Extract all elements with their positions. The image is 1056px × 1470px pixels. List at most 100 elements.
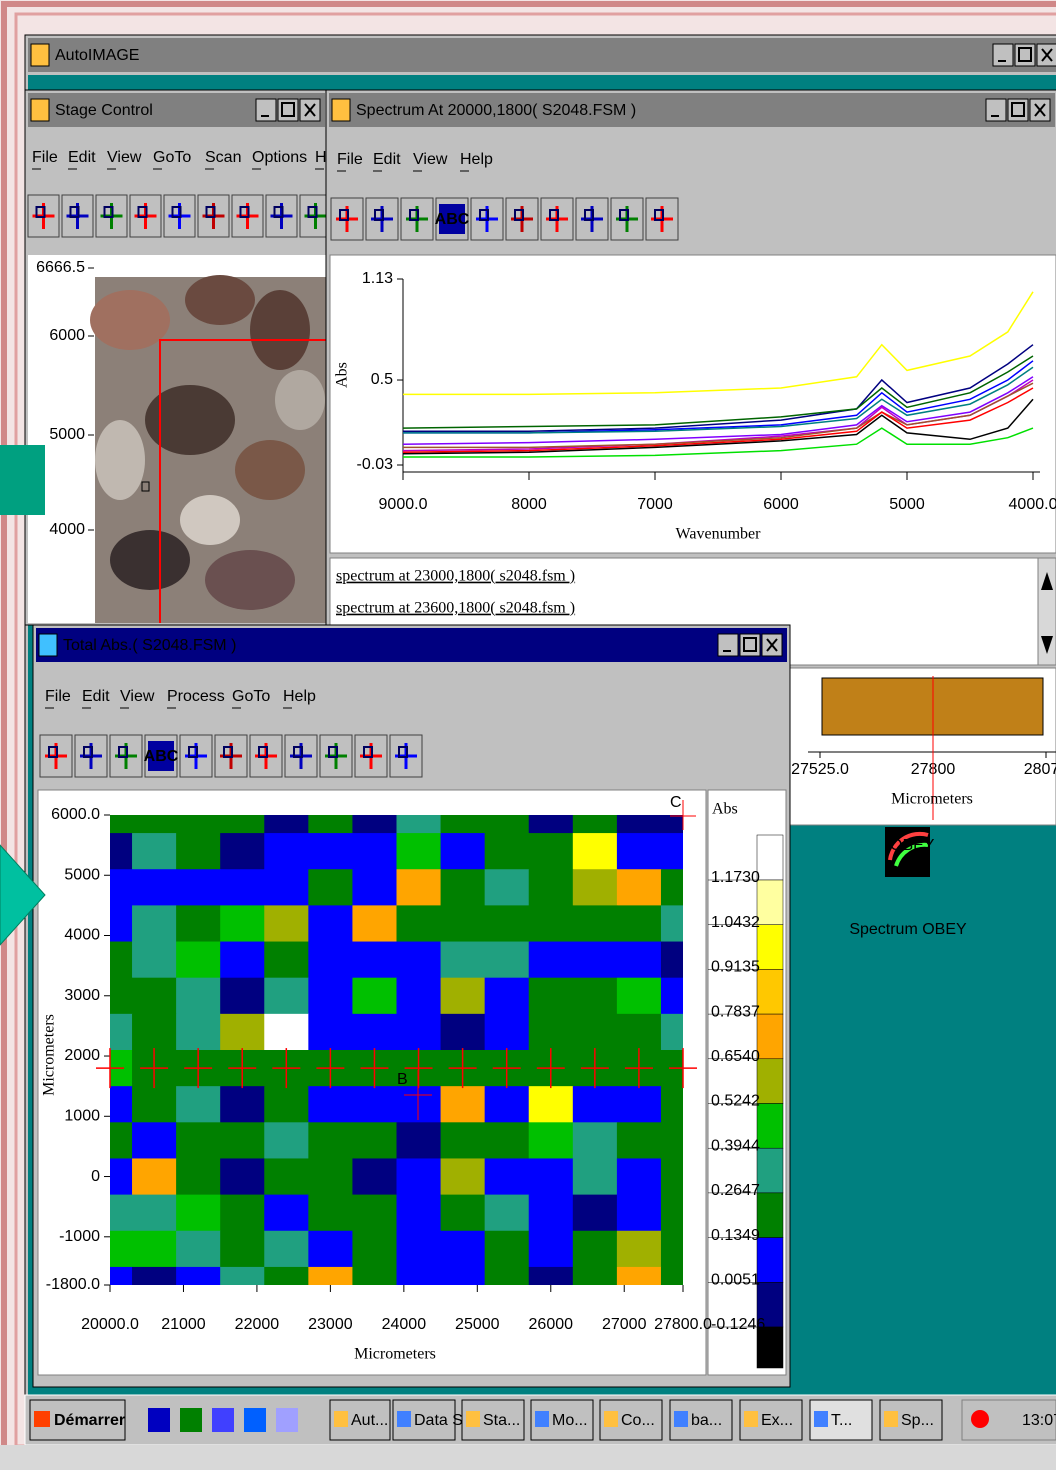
window-min-button[interactable] — [993, 44, 1013, 66]
window-min-button[interactable] — [256, 99, 276, 121]
heatmap-cell — [617, 1086, 662, 1123]
title-icon — [39, 634, 57, 656]
heatmap-cell — [352, 942, 397, 979]
quick-launch-icon[interactable] — [148, 1408, 170, 1432]
task-icon — [604, 1411, 618, 1427]
menu-item[interactable]: Process — [167, 688, 225, 705]
heatmap-cell — [176, 1158, 221, 1195]
title-icon — [31, 44, 49, 66]
heatmap-cell — [397, 1158, 442, 1195]
colorbar-band — [757, 1059, 783, 1104]
heatmap-cell — [441, 942, 486, 979]
slide-arrow — [0, 445, 45, 515]
menu-item[interactable]: GoTo — [153, 149, 191, 166]
heatmap-cell — [220, 942, 265, 979]
colorbar-tick-label: 0.6540 — [711, 1048, 760, 1065]
menu-item[interactable]: GoTo — [232, 688, 270, 705]
heatmap-cell — [132, 1122, 177, 1159]
heatmap-cell — [617, 942, 662, 979]
task-icon — [884, 1411, 898, 1427]
heatmap-cell — [308, 905, 353, 942]
screenshot: AutoIMAGEStage ControlFileEditViewGoToSc… — [0, 0, 1056, 1470]
heatmap-cell — [573, 833, 618, 870]
y-tick-label: -1800.0 — [46, 1276, 100, 1293]
heatmap-cell — [132, 1086, 177, 1123]
heatmap-cell — [132, 942, 177, 979]
heatmap-cell — [176, 905, 221, 942]
menu-item[interactable]: Options — [252, 149, 307, 166]
heatmap-cell — [485, 869, 530, 906]
menu-item[interactable]: File — [45, 688, 71, 705]
toolbar-label: ABC — [144, 748, 179, 765]
menu-item[interactable]: View — [107, 149, 142, 166]
quick-launch-icon[interactable] — [276, 1408, 298, 1432]
window-min-button[interactable] — [986, 99, 1006, 121]
menu-item[interactable]: Edit — [373, 151, 401, 168]
heatmap-cell — [529, 978, 574, 1015]
heatmap-cell — [308, 869, 353, 906]
heatmap-cell — [220, 869, 265, 906]
quick-launch-icon[interactable] — [244, 1408, 266, 1432]
heatmap-cell — [617, 1231, 662, 1268]
heatmap-cell — [485, 1195, 530, 1232]
spectrum-link[interactable]: spectrum at 23000,1800( s2048.fsm ) — [336, 568, 575, 585]
heatmap-cell — [617, 833, 662, 870]
menu-item[interactable]: Help — [460, 151, 493, 168]
particle — [185, 275, 255, 325]
menu-item[interactable]: Edit — [82, 688, 110, 705]
particle — [110, 530, 190, 590]
heatmap-cell — [220, 978, 265, 1015]
spectrum-link[interactable]: spectrum at 23600,1800( s2048.fsm ) — [336, 600, 575, 617]
menu-item[interactable]: View — [413, 151, 448, 168]
x-tick-label: 22000 — [235, 1316, 280, 1333]
heatmap-cell — [485, 1158, 530, 1195]
heatmap-cell — [132, 1014, 177, 1051]
heatmap-cell — [220, 1195, 265, 1232]
heatmap-cell — [617, 1014, 662, 1051]
menu-item[interactable]: Edit — [68, 149, 96, 166]
task-label: T... — [831, 1412, 852, 1429]
y-tick-label: 1.13 — [362, 270, 393, 287]
heatmap-cell — [132, 1195, 177, 1232]
heatmap-cell — [397, 978, 442, 1015]
heatmap-cell — [132, 1231, 177, 1268]
heatmap-cell — [397, 1122, 442, 1159]
x-axis-label: Micrometers — [891, 791, 973, 808]
heatmap-cell — [397, 1086, 442, 1123]
tray-icon — [971, 1410, 989, 1428]
heatmap-cell — [132, 1158, 177, 1195]
title-icon — [31, 99, 49, 121]
heatmap-cell — [352, 869, 397, 906]
colorbar-band — [757, 1193, 783, 1238]
heatmap-cell — [264, 1195, 309, 1232]
y-tick-label: 5000 — [64, 866, 100, 883]
task-icon — [674, 1411, 688, 1427]
quick-launch-icon[interactable] — [180, 1408, 202, 1432]
y-tick-label: -0.03 — [357, 456, 394, 473]
heatmap-cell — [529, 869, 574, 906]
menu-item[interactable]: Scan — [205, 149, 241, 166]
heatmap-cell — [617, 869, 662, 906]
heatmap-cell — [264, 978, 309, 1015]
heatmap-cell — [308, 1195, 353, 1232]
stage-axis-label: 6666.5 — [36, 259, 85, 276]
x-tick-label: 9000.0 — [379, 496, 428, 513]
heatmap-cell — [441, 1086, 486, 1123]
heatmap-cell — [220, 1231, 265, 1268]
menu-item[interactable]: View — [120, 688, 155, 705]
heatmap-cell — [441, 978, 486, 1015]
menu-item[interactable]: Help — [283, 688, 316, 705]
start-label: Démarrer — [54, 1412, 125, 1429]
menu-item[interactable]: File — [337, 151, 363, 168]
x-tick-label: 28075 — [1024, 761, 1056, 778]
colorbar-band — [757, 1148, 783, 1193]
menu-item[interactable]: File — [32, 149, 58, 166]
colorbar-band — [757, 835, 783, 880]
heatmap-cell — [573, 869, 618, 906]
window-min-button[interactable] — [718, 634, 738, 656]
heatmap-cell — [529, 1014, 574, 1051]
particle — [275, 370, 325, 430]
menu-item[interactable]: H — [315, 149, 327, 166]
quick-launch-icon[interactable] — [212, 1408, 234, 1432]
heatmap-cell — [529, 833, 574, 870]
